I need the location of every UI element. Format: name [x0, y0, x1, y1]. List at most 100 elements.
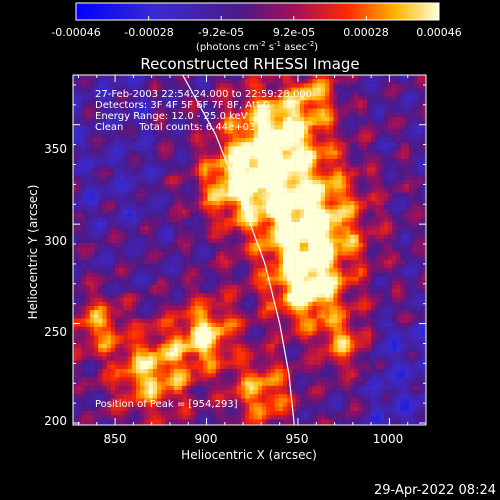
heatmap-cell — [283, 87, 288, 93]
heatmap-cell — [102, 196, 107, 202]
heatmap-cell — [224, 213, 229, 219]
heatmap-cell — [98, 138, 103, 143]
heatmap-cell — [228, 100, 233, 105]
heatmap-cell — [283, 276, 288, 282]
heatmap-cell — [123, 163, 128, 168]
heatmap-cell — [346, 180, 351, 185]
heatmap-cell — [312, 79, 317, 84]
heatmap-cell — [123, 83, 128, 88]
heatmap-cell — [325, 255, 330, 261]
heatmap-cell — [140, 196, 145, 202]
heatmap-cell — [89, 163, 95, 168]
heatmap-cell — [404, 247, 410, 252]
colorbar-tick-label: -9.2e-05 — [198, 26, 244, 39]
heatmap-cell — [375, 310, 380, 315]
heatmap-cell — [77, 209, 82, 214]
heatmap-cell — [417, 112, 422, 118]
heatmap-cell — [89, 79, 95, 84]
heatmap-cell — [341, 222, 347, 227]
heatmap-cell — [203, 125, 208, 130]
heatmap-cell — [274, 133, 280, 139]
heatmap-cell — [257, 251, 263, 256]
heatmap-cell — [362, 234, 368, 240]
heatmap-cell — [253, 96, 259, 101]
heatmap-cell — [329, 226, 334, 231]
heatmap-cell — [375, 272, 380, 277]
heatmap-cell — [274, 318, 280, 324]
heatmap-cell — [421, 280, 426, 286]
heatmap-cell — [320, 247, 326, 252]
heatmap-cell — [190, 243, 196, 248]
heatmap-cell — [98, 226, 103, 231]
heatmap-cell — [287, 112, 292, 118]
heatmap-cell — [383, 154, 389, 160]
heatmap-cell — [320, 159, 326, 164]
heatmap-cell — [194, 318, 200, 324]
heatmap-cell — [182, 167, 187, 172]
heatmap-cell — [232, 264, 238, 269]
heatmap-cell — [173, 96, 179, 101]
heatmap-cell — [283, 121, 288, 126]
heatmap-cell — [81, 75, 86, 80]
heatmap-cell — [73, 217, 78, 223]
heatmap-cell — [102, 108, 107, 114]
heatmap-cell — [215, 146, 221, 151]
heatmap-cell — [190, 75, 196, 80]
heatmap-cell — [110, 196, 116, 202]
heatmap-cell — [215, 264, 221, 269]
heatmap-cell — [295, 213, 301, 219]
heatmap-cell — [350, 142, 355, 147]
heatmap-cell — [295, 163, 301, 168]
heatmap-cell — [346, 268, 351, 273]
heatmap-cell — [228, 125, 233, 130]
heatmap-cell — [325, 133, 330, 139]
heatmap-cell — [77, 146, 82, 151]
heatmap-cell — [241, 293, 246, 298]
heatmap-cell — [148, 264, 154, 269]
heatmap-cell — [190, 150, 196, 156]
heatmap-cell — [106, 167, 112, 172]
heatmap-cell — [333, 108, 338, 114]
heatmap-cell — [131, 314, 137, 319]
heatmap-cell — [199, 83, 204, 88]
heatmap-cell — [421, 112, 426, 118]
heatmap-cell — [367, 129, 372, 135]
heatmap-cell — [367, 188, 372, 193]
heatmap-cell — [400, 100, 406, 105]
heatmap-cell — [392, 91, 397, 97]
heatmap-cell — [178, 125, 183, 130]
heatmap-cell — [94, 310, 99, 315]
heatmap-cell — [375, 314, 380, 319]
heatmap-cell — [115, 285, 120, 290]
heatmap-cell — [249, 264, 254, 269]
heatmap-cell — [236, 238, 242, 244]
heatmap-cell — [350, 205, 355, 210]
heatmap-cell — [329, 163, 334, 168]
heatmap-cell — [325, 91, 330, 97]
heatmap-cell — [287, 154, 292, 160]
heatmap-cell — [89, 247, 95, 252]
heatmap-cell — [215, 196, 221, 202]
heatmap-cell — [98, 217, 103, 223]
heatmap-cell — [341, 125, 347, 130]
heatmap-cell — [131, 209, 137, 214]
heatmap-cell — [404, 108, 410, 114]
heatmap-cell — [245, 91, 250, 97]
heatmap-cell — [203, 314, 208, 319]
heatmap-cell — [190, 79, 196, 84]
heatmap-cell — [165, 196, 170, 202]
heatmap-cell — [148, 117, 154, 122]
heatmap-cell — [123, 175, 128, 181]
heatmap-cell — [228, 83, 233, 88]
heatmap-cell — [404, 117, 410, 122]
heatmap-cell — [190, 264, 196, 269]
heatmap-cell — [413, 196, 418, 202]
heatmap-cell — [194, 117, 200, 122]
heatmap-cell — [383, 125, 389, 130]
heatmap-cell — [392, 163, 397, 168]
heatmap-cell — [329, 91, 334, 97]
heatmap-cell — [341, 209, 347, 214]
heatmap-cell — [190, 154, 196, 160]
heatmap-cell — [77, 289, 82, 294]
heatmap-cell — [404, 91, 410, 97]
